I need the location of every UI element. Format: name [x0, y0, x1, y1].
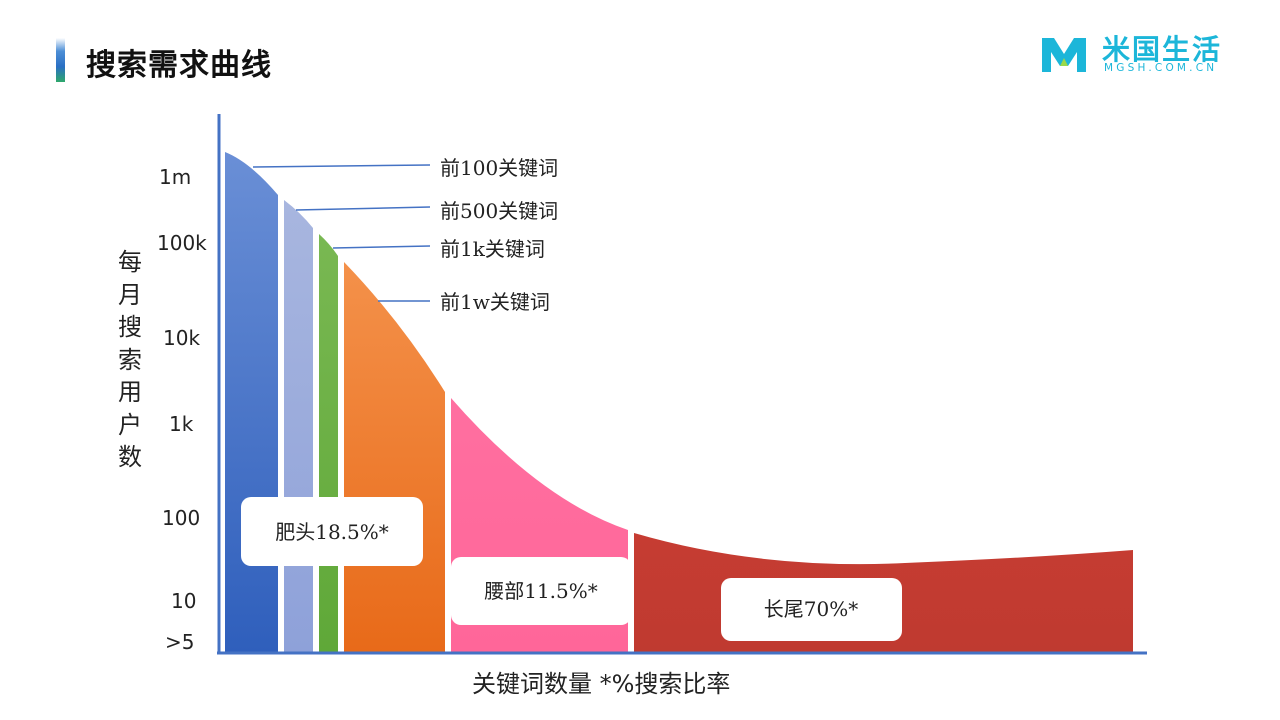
logo-mark-icon	[1042, 38, 1086, 72]
logo-name: 米国生活	[1102, 33, 1223, 66]
y-tick-label: 100k	[157, 231, 207, 255]
segment-top1w	[344, 262, 445, 652]
callout-label: 前1w关键词	[440, 290, 550, 314]
group-label-box	[241, 497, 423, 566]
callout-line	[252, 164, 431, 168]
callout-label: 前100关键词	[440, 156, 558, 180]
y-axis-label: 每月搜索用户数	[118, 248, 142, 471]
callout-label: 前500关键词	[440, 199, 558, 223]
segment-top500	[284, 200, 313, 652]
callout-label: 前1k关键词	[440, 237, 545, 261]
title-accent-bar	[56, 38, 65, 82]
y-tick-label: 10k	[163, 326, 200, 350]
segment-top100	[225, 152, 278, 652]
group-label-head: 肥头18.5%*	[275, 520, 389, 544]
callout-line	[295, 206, 431, 211]
segment-top1k	[319, 234, 338, 652]
y-tick-label: 1m	[159, 165, 191, 189]
y-tick-label: 10	[171, 589, 196, 613]
callout-line	[332, 245, 431, 249]
brand-logo	[1042, 38, 1086, 72]
group-label-box	[721, 578, 902, 641]
group-label-box	[451, 557, 631, 625]
x-axis-label: 关键词数量 *%搜索比率	[472, 670, 731, 698]
y-tick-label: 1k	[169, 412, 194, 436]
logo-subtitle: MGSH.COM.CN	[1104, 62, 1218, 74]
group-label-middle: 腰部11.5%*	[484, 579, 598, 603]
y-tick-label: >5	[165, 630, 194, 654]
y-tick-label: 100	[162, 506, 200, 530]
page-title: 搜索需求曲线	[86, 48, 272, 83]
group-label-tail: 长尾70%*	[764, 597, 858, 621]
